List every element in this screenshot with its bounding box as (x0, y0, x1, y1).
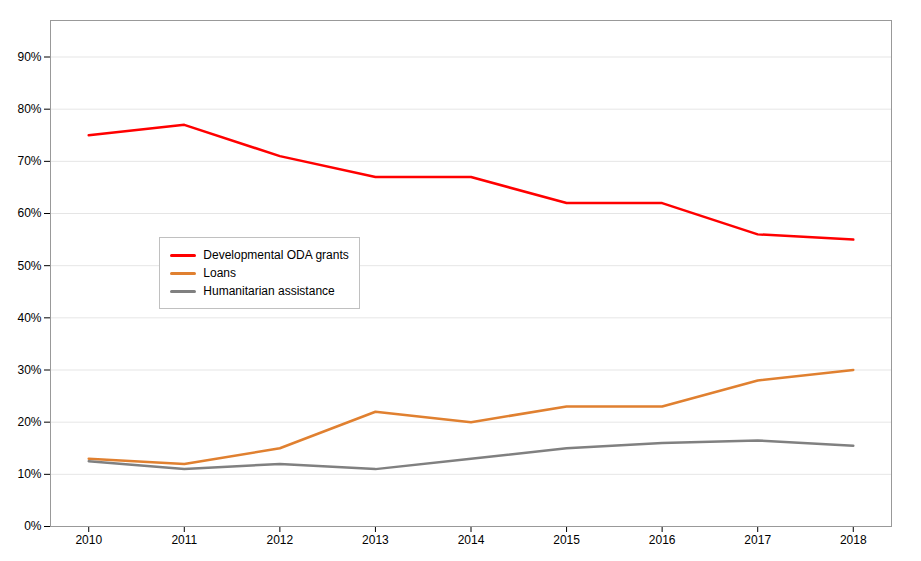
svg-text:20%: 20% (17, 415, 41, 429)
svg-text:2016: 2016 (649, 533, 676, 547)
svg-text:60%: 60% (17, 206, 41, 220)
svg-text:90%: 90% (17, 50, 41, 64)
svg-text:70%: 70% (17, 154, 41, 168)
svg-text:2015: 2015 (553, 533, 580, 547)
svg-text:30%: 30% (17, 363, 41, 377)
svg-text:2018: 2018 (840, 533, 867, 547)
html-text:Developmental ODA grants: Developmental ODA grants (203, 248, 349, 262)
html-text:Humanitarian assistance: Humanitarian assistance (203, 284, 335, 298)
svg-text:40%: 40% (17, 311, 41, 325)
svg-text:2010: 2010 (75, 533, 102, 547)
svg-text:50%: 50% (17, 259, 41, 273)
svg-text:2012: 2012 (267, 533, 294, 547)
svg-text:2017: 2017 (744, 533, 771, 547)
svg-text:80%: 80% (17, 102, 41, 116)
svg-text:2011: 2011 (171, 533, 197, 547)
svg-text:0%: 0% (24, 519, 42, 533)
svg-text:2013: 2013 (362, 533, 389, 547)
svg-text:2014: 2014 (458, 533, 485, 547)
svg-text:10%: 10% (17, 467, 41, 481)
html-text:Loans: Loans (203, 266, 236, 280)
